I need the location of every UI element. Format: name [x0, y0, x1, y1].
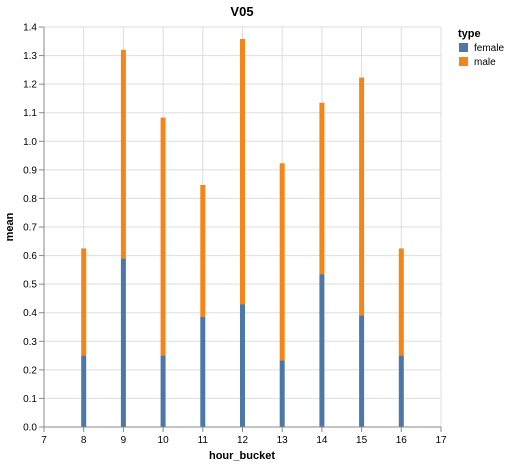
x-tick-label: 12: [237, 435, 249, 446]
bar-female-14: [319, 274, 324, 427]
bar-male-16: [399, 248, 404, 355]
bar-male-8: [81, 248, 86, 355]
axes: 0.0 0.1 0.2 0.3 0.4 0.5 0.6 0.7 0.8 0.9 1.0 1.1 1.2 1…: [23, 23, 447, 447]
x-tick-label: 14: [316, 435, 328, 446]
x-tick-label: 7: [41, 435, 47, 446]
x-tick-label: 10: [158, 435, 170, 446]
y-tick-label: 0.4: [23, 308, 37, 319]
bar-male-10: [161, 118, 166, 356]
y-tick-label: 1.4: [23, 23, 37, 34]
y-tick-label: 1.0: [23, 137, 37, 148]
x-tick-label: 15: [356, 435, 368, 446]
y-tick-label: 0.6: [23, 251, 37, 262]
bars: [81, 39, 404, 427]
bar-female-13: [280, 360, 285, 427]
bar-female-16: [399, 356, 404, 427]
bar-female-10: [161, 356, 166, 427]
y-axis-title: mean: [4, 212, 16, 241]
x-tick-label: 8: [81, 435, 87, 446]
bar-female-11: [200, 317, 205, 427]
bar-male-11: [200, 185, 205, 317]
bar-female-8: [81, 356, 86, 427]
y-tick-label: 1.2: [23, 80, 37, 91]
y-tick-label: 0.1: [23, 394, 37, 405]
legend: type female male: [458, 28, 504, 68]
legend-title: type: [458, 28, 481, 40]
y-tick-label: 0.9: [23, 165, 37, 176]
y-tick-label: 0.8: [23, 194, 37, 205]
x-tick-label: 17: [435, 435, 447, 446]
legend-swatch-male: [459, 57, 468, 66]
legend-swatch-female: [459, 43, 468, 52]
bar-male-13: [280, 163, 285, 360]
bar-male-12: [240, 39, 245, 304]
y-tick-label: 0.2: [23, 365, 37, 376]
chart-title: V05: [230, 4, 253, 19]
legend-label-male: male: [474, 57, 496, 68]
x-tick-label: 9: [121, 435, 127, 446]
y-tick-label: 0.3: [23, 337, 37, 348]
x-tick-label: 11: [198, 435, 209, 446]
y-tick-label: 0.5: [23, 280, 37, 291]
x-tick-label: 13: [277, 435, 289, 446]
y-tick-label: 0.7: [23, 223, 37, 234]
y-tick-label: 0.0: [23, 423, 37, 434]
bar-female-9: [121, 258, 126, 427]
bar-female-12: [240, 304, 245, 427]
x-axis-title: hour_bucket: [209, 450, 275, 462]
legend-label-female: female: [474, 43, 504, 54]
bar-female-15: [359, 316, 364, 427]
y-tick-label: 1.1: [23, 108, 37, 119]
bar-male-14: [319, 103, 324, 274]
bar-male-15: [359, 78, 364, 316]
bar-male-9: [121, 50, 126, 259]
x-tick-label: 16: [396, 435, 408, 446]
y-tick-label: 1.3: [23, 51, 37, 62]
